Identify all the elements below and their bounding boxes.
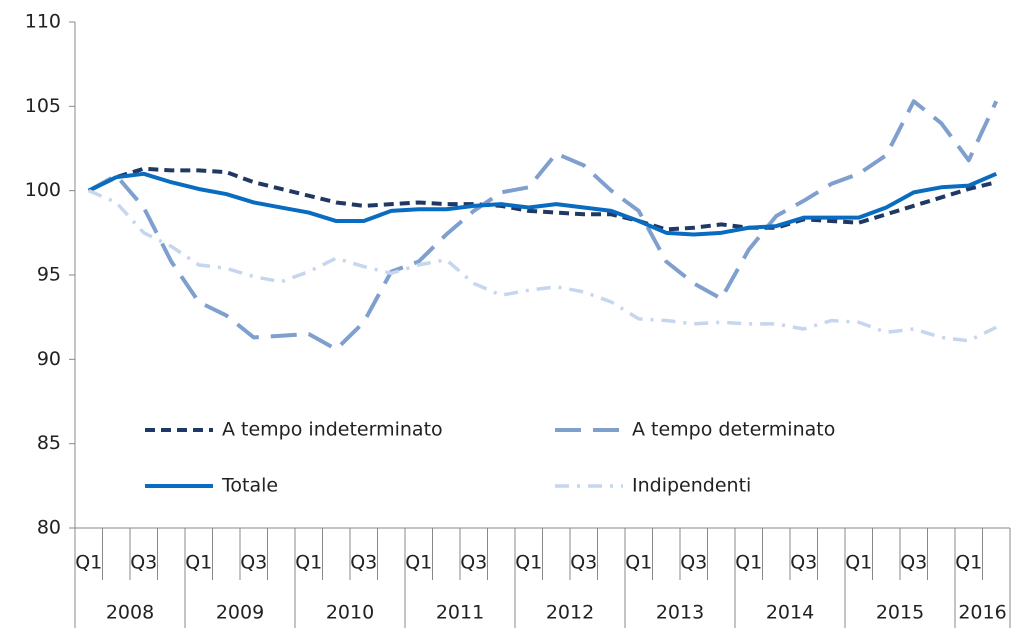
- legend-label: A tempo determinato: [632, 419, 835, 441]
- legend-label: Totale: [221, 475, 278, 497]
- year-label: 2012: [546, 602, 594, 624]
- x-tick-label: Q3: [900, 552, 927, 574]
- x-tick-label: Q1: [625, 552, 652, 574]
- year-label: 2009: [216, 602, 264, 624]
- year-label: 2013: [656, 602, 704, 624]
- year-label: 2008: [106, 602, 154, 624]
- y-tick-label: 85: [37, 432, 61, 454]
- year-label: 2011: [436, 602, 484, 624]
- x-tick-label: Q3: [460, 552, 487, 574]
- series-line: [87, 99, 999, 352]
- x-tick-label: Q1: [405, 552, 432, 574]
- series-line: [87, 171, 998, 237]
- series-line: [87, 166, 997, 232]
- legend-label: Indipendenti: [632, 475, 751, 497]
- year-label: 2016: [958, 602, 1006, 624]
- y-tick-label: 95: [37, 264, 61, 286]
- x-tick-label: Q1: [295, 552, 322, 574]
- x-tick-label: Q3: [130, 552, 157, 574]
- year-label: 2015: [876, 602, 924, 624]
- x-tick-label: Q1: [185, 552, 212, 574]
- year-label: 2010: [326, 602, 374, 624]
- x-tick-label: Q1: [955, 552, 982, 574]
- y-tick-label: 90: [37, 348, 61, 370]
- x-tick-label: Q3: [350, 552, 377, 574]
- year-label: 2014: [766, 602, 814, 624]
- x-tick-label: Q3: [790, 552, 817, 574]
- x-tick-label: Q1: [735, 552, 762, 574]
- y-tick-label: 105: [25, 95, 61, 117]
- y-tick-label: 110: [25, 11, 61, 33]
- y-tick-label: 100: [25, 179, 61, 201]
- x-tick-label: Q1: [515, 552, 542, 574]
- x-tick-label: Q3: [240, 552, 267, 574]
- x-tick-label: Q3: [680, 552, 707, 574]
- y-tick-label: 80: [37, 517, 61, 539]
- x-tick-label: Q1: [845, 552, 872, 574]
- series-line: [88, 189, 998, 343]
- legend-label: A tempo indeterminato: [222, 419, 443, 441]
- x-tick-label: Q1: [75, 552, 102, 574]
- x-tick-label: Q3: [570, 552, 597, 574]
